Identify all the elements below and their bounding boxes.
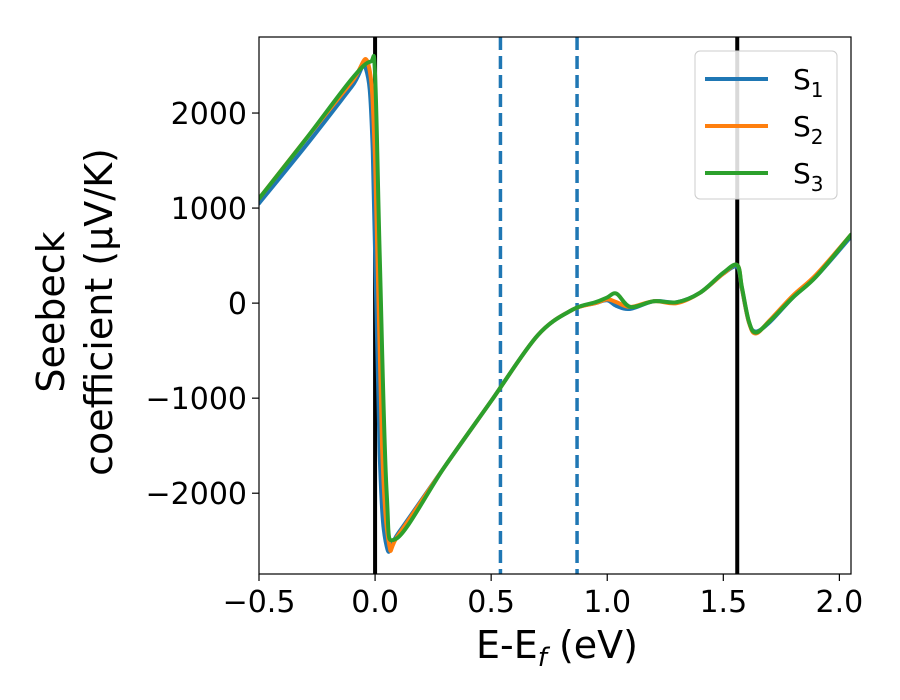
y-tick-label: 0: [228, 287, 247, 322]
x-tick-label: 2.0: [816, 585, 864, 620]
x-tick-label: 0.0: [351, 585, 399, 620]
y-tick-label: 1000: [171, 192, 247, 227]
y-tick-label: −2000: [146, 477, 247, 512]
y-axis-ticks: −2000 −1000 0 1000 2000: [146, 97, 259, 512]
plot-frame: [258, 36, 852, 575]
x-tick-label: 1.0: [583, 585, 631, 620]
series-lines: [259, 54, 851, 554]
x-axis-ticks: −0.5 0.0 0.5 1.0 1.5 2.0: [223, 574, 864, 620]
legend: S1 S2 S3: [694, 50, 838, 200]
x-tick-label: −0.5: [223, 585, 296, 620]
legend-label-s3: S3: [793, 157, 824, 196]
x-tick-label: 1.5: [699, 585, 747, 620]
y-axis-label-line1: Seebeck: [29, 231, 73, 392]
y-tick-label: 2000: [171, 97, 247, 132]
x-axis-label: E-Ef (eV): [476, 623, 638, 673]
legend-label-s2: S2: [793, 110, 824, 149]
series-line-s3: [259, 54, 851, 543]
y-tick-label: −1000: [146, 382, 247, 417]
y-axis-label-line2: coefficient (μV/K): [77, 148, 121, 476]
legend-label-s1: S1: [793, 63, 824, 102]
x-tick-label: 0.5: [467, 585, 515, 620]
